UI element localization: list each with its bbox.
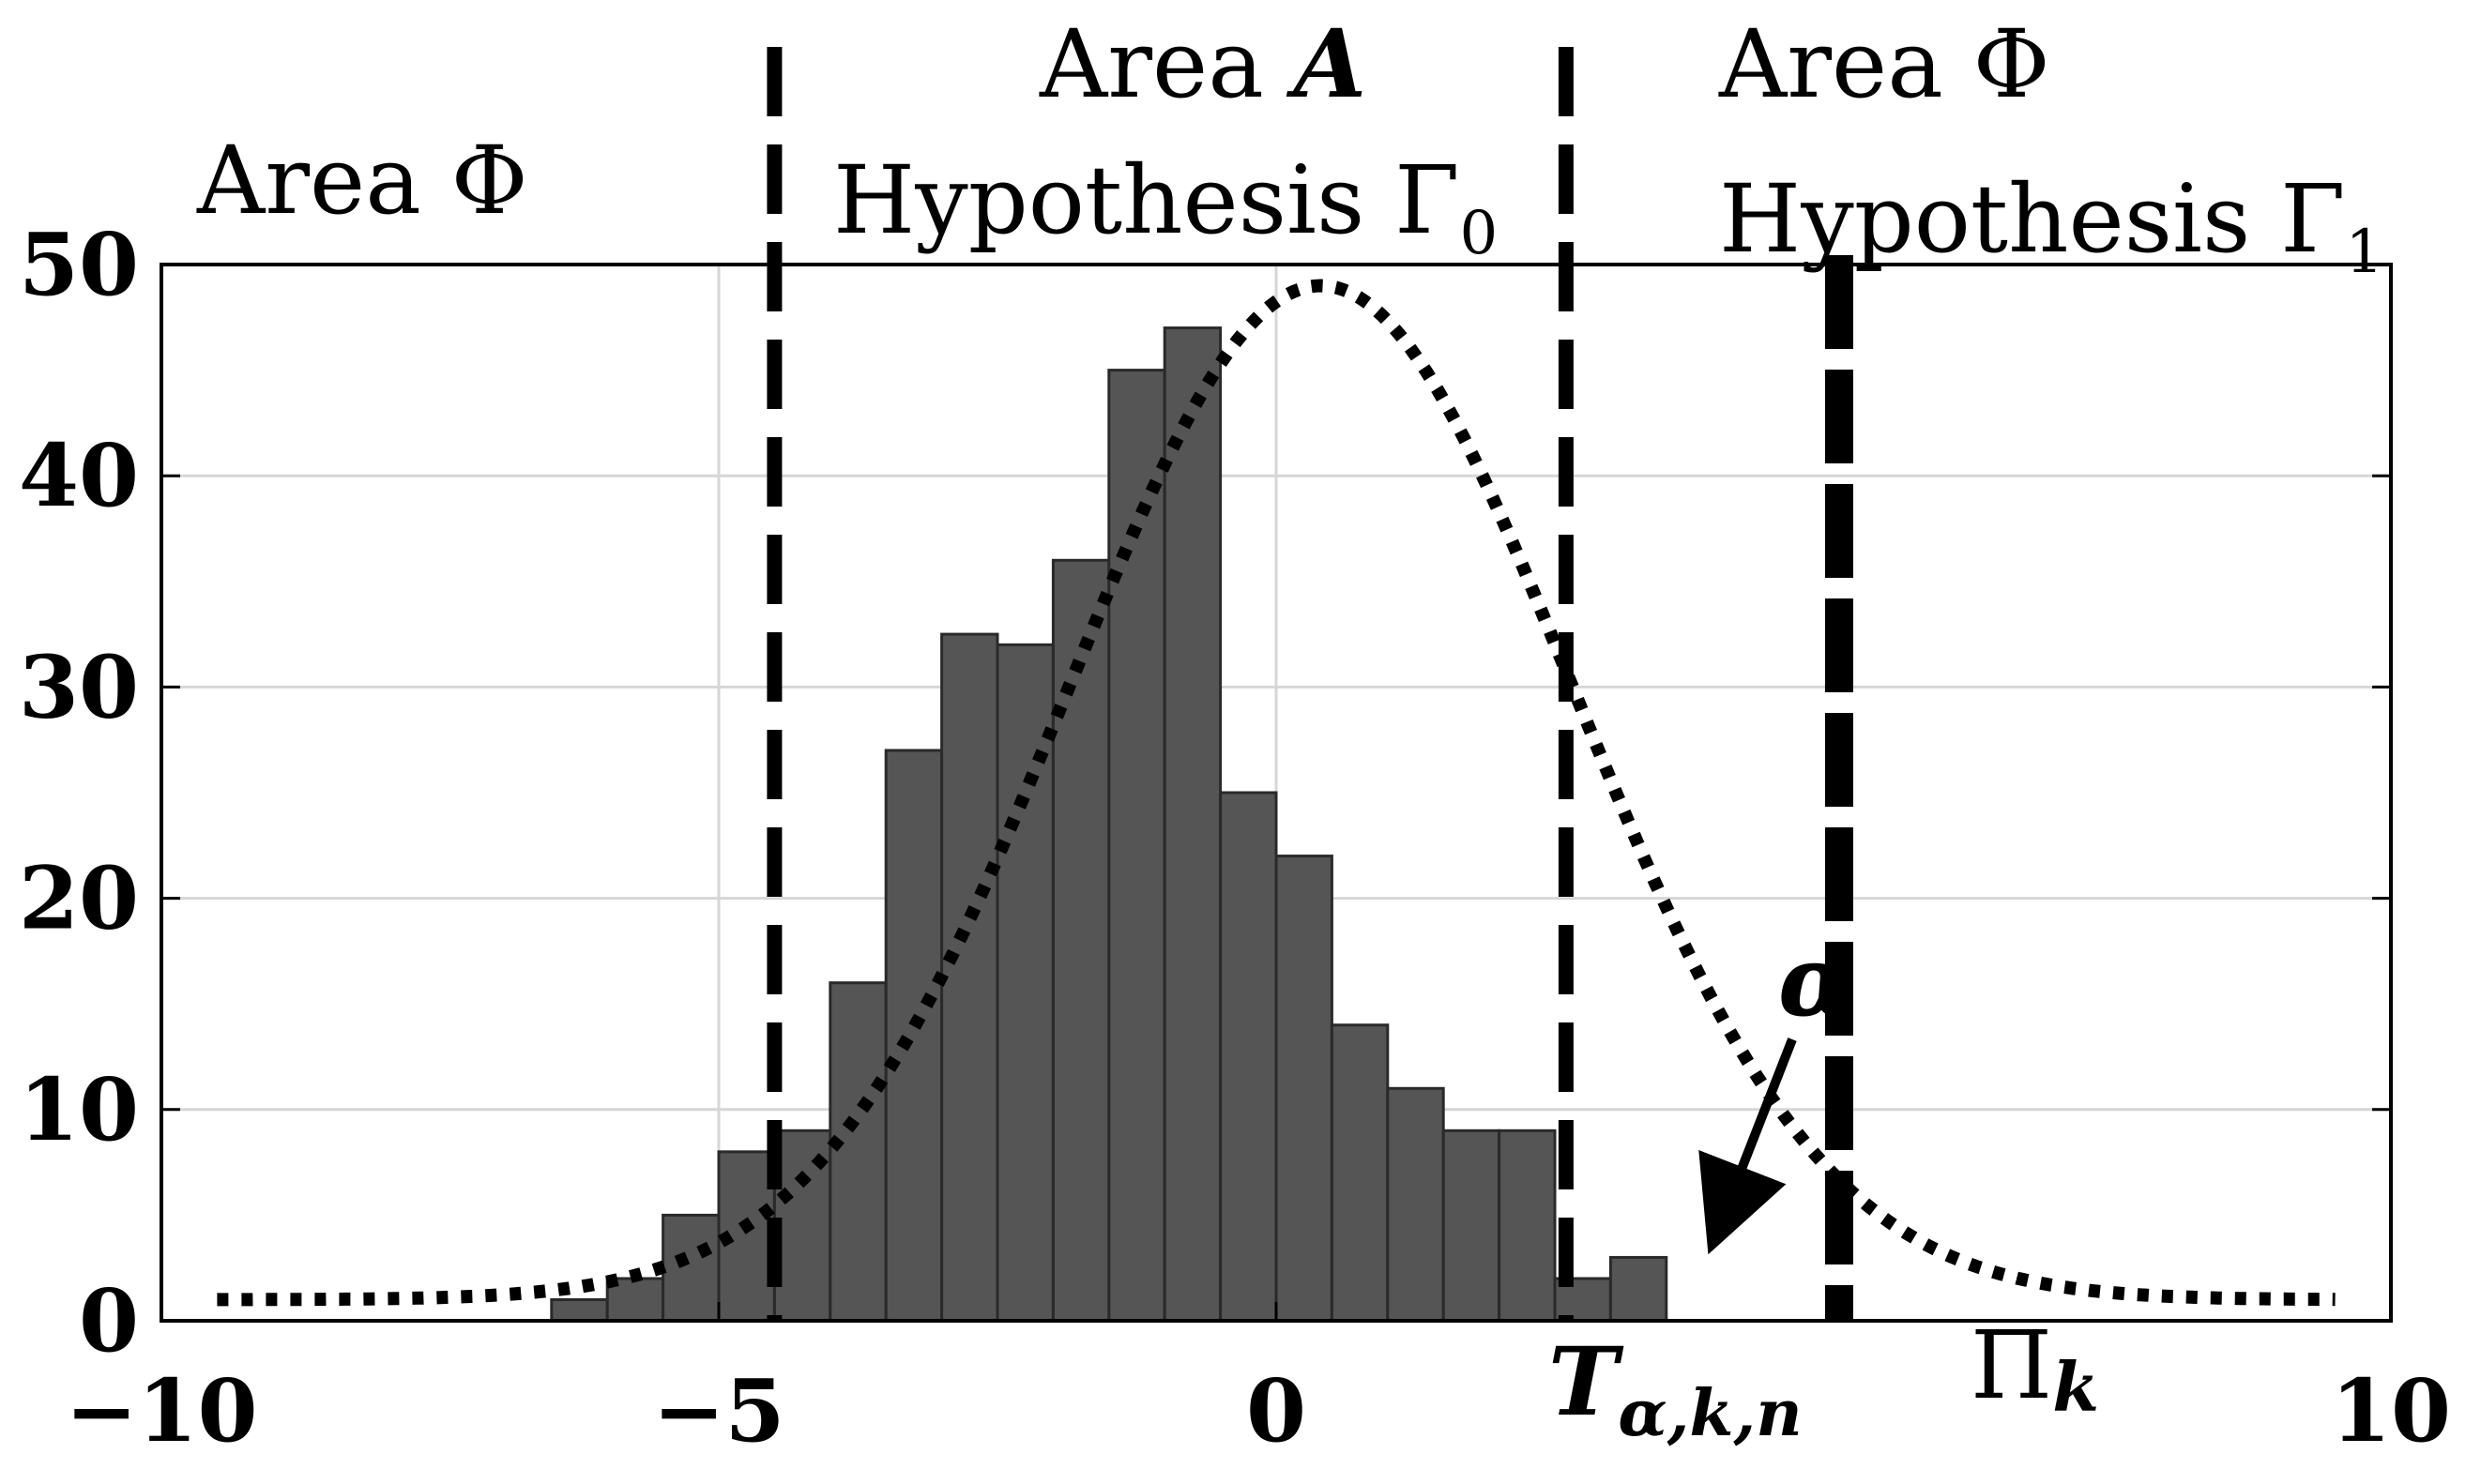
histogram-bar xyxy=(1163,326,1223,1323)
y-tick-label: 50 xyxy=(19,214,139,315)
area-a-label: Area A xyxy=(1039,8,1366,119)
alpha-label: α xyxy=(1778,923,1853,1038)
histogram-bar xyxy=(1386,1086,1445,1323)
histogram-bar xyxy=(662,1213,721,1323)
histogram-bar xyxy=(1107,369,1166,1323)
histogram-bar xyxy=(940,632,999,1323)
area-phi-left-label: Area Φ xyxy=(196,126,528,235)
histogram-bar xyxy=(1608,1255,1668,1323)
histogram-bar xyxy=(1330,1023,1390,1323)
y-tick-label: 10 xyxy=(19,1059,139,1160)
histogram-bar xyxy=(829,981,888,1323)
pi-k-label: Πk xyxy=(1971,1310,2099,1427)
axis-ticks: 0 10 20 30 40 50 −10 −5 0 10 xyxy=(19,214,2451,1461)
area-phi-right-label: Area Φ xyxy=(1718,9,2050,119)
histogram-bar xyxy=(1274,855,1333,1323)
y-tick-label: 0 xyxy=(79,1270,139,1371)
hypothesis-gamma1-label: Hypothesis Γ1 xyxy=(1719,164,2383,287)
histogram-bar xyxy=(550,1297,609,1323)
threshold-lines xyxy=(767,47,1853,1321)
y-tick-label: 20 xyxy=(19,848,139,949)
x-tick-label: 0 xyxy=(1246,1360,1306,1461)
y-tick-label: 40 xyxy=(19,425,139,526)
t-alpha-k-n-label: Tα,k,n xyxy=(1548,1326,1803,1451)
histogram-bar xyxy=(884,749,944,1323)
hypothesis-gamma0-label: Hypothesis Γ0 xyxy=(833,145,1498,268)
histogram-bar xyxy=(996,643,1055,1323)
y-tick-label: 30 xyxy=(19,636,139,737)
histogram-bar xyxy=(1441,1128,1501,1323)
x-tick-label: −5 xyxy=(652,1360,784,1461)
histogram-bar xyxy=(1051,558,1111,1323)
x-tick-label: −10 xyxy=(65,1360,257,1461)
histogram-bar xyxy=(1498,1128,1557,1323)
fitted-distribution-curve xyxy=(217,279,2336,1307)
histogram-bars xyxy=(550,326,1668,1323)
x-tick-label: 10 xyxy=(2331,1360,2451,1461)
alpha-arrow xyxy=(1698,1037,1797,1255)
histogram-bar xyxy=(1219,791,1278,1323)
